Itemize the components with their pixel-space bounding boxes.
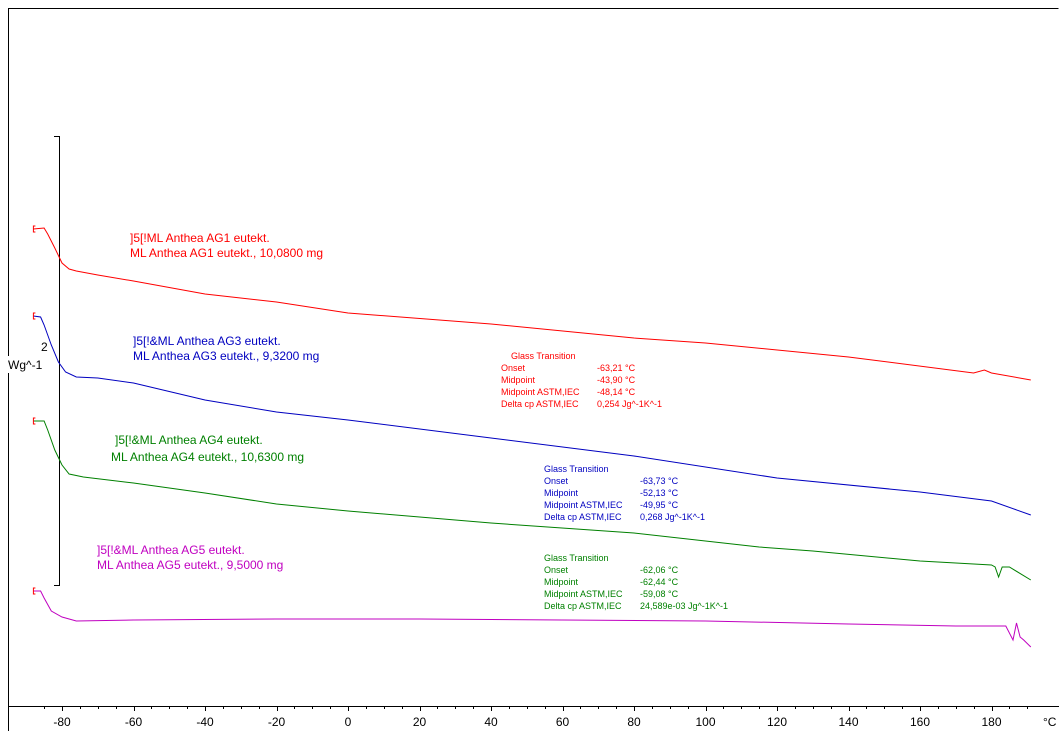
x-tick-label: -60 <box>125 715 143 729</box>
gt-midpoint-label: Midpoint <box>544 488 579 498</box>
gt-title: Glass Transition <box>544 553 609 563</box>
gt-midpoint-value: -43,90 °C <box>597 375 636 385</box>
gt-delta-cp-value: 0,268 Jg^-1K^-1 <box>640 512 705 522</box>
gt-title: Glass Transition <box>544 464 609 474</box>
x-tick-label: 0 <box>345 715 352 729</box>
series-subheader: ML Anthea AG1 eutekt., 10,0800 mg <box>130 246 323 260</box>
x-tick-label: 100 <box>695 715 715 729</box>
curves <box>32 225 1032 648</box>
plot-frame <box>8 8 1059 731</box>
series-subheader: ML Anthea AG5 eutekt., 9,5000 mg <box>97 558 283 572</box>
series-label-ag1: ]5[!ML Anthea AG1 eutekt. ML Anthea AG1 … <box>130 231 323 260</box>
x-tick-label: 60 <box>556 715 570 729</box>
y-scale-value: 2 <box>41 340 48 354</box>
series-subheader: ML Anthea AG3 eutekt., 9,3200 mg <box>133 349 319 363</box>
series-line-1 <box>33 315 1031 516</box>
series-start-marker <box>32 417 36 425</box>
x-tick-label: 20 <box>413 715 427 729</box>
gt-onset-label: Onset <box>544 476 569 486</box>
x-tick-label: 80 <box>627 715 641 729</box>
gt-midpoint-astm-value: -48,14 °C <box>597 387 636 397</box>
y-scale-label-bg <box>6 356 52 373</box>
glass-transition-ag3: Glass Transition Onset -63,73 °C Midpoin… <box>544 464 705 522</box>
glass-transition-ag1: Glass Transition Onset -63,21 °C Midpoin… <box>501 351 662 409</box>
x-tick-label: 120 <box>767 715 787 729</box>
series-label-ag3: ]5[!&ML Anthea AG3 eutekt. ML Anthea AG3… <box>133 334 319 363</box>
x-tick-label: -80 <box>53 715 71 729</box>
series-label-ag4: ]5[!&ML Anthea AG4 eutekt. ML Anthea AG4… <box>111 433 304 464</box>
gt-delta-cp-value: 0,254 Jg^-1K^-1 <box>597 399 662 409</box>
series-start-marker <box>32 225 36 233</box>
gt-midpoint-astm-label: Midpoint ASTM,IEC <box>501 387 580 397</box>
series-start-marker <box>32 587 36 595</box>
series-header: ]5[!&ML Anthea AG5 eutekt. <box>97 543 245 557</box>
y-scale-label: Wg^-1 <box>8 358 43 372</box>
gt-onset-label: Onset <box>501 363 526 373</box>
x-tick-label: 140 <box>838 715 858 729</box>
gt-delta-cp-value: 24,589e-03 Jg^-1K^-1 <box>640 601 728 611</box>
gt-midpoint-label: Midpoint <box>544 577 579 587</box>
gt-title: Glass Transition <box>511 351 576 361</box>
gt-delta-cp-label: Delta cp ASTM,IEC <box>501 399 579 409</box>
x-tick-label: -20 <box>268 715 286 729</box>
series-header: ]5[!&ML Anthea AG4 eutekt. <box>115 433 263 447</box>
gt-onset-label: Onset <box>544 565 569 575</box>
gt-midpoint-astm-label: Midpoint ASTM,IEC <box>544 589 623 599</box>
gt-delta-cp-label: Delta cp ASTM,IEC <box>544 512 622 522</box>
gt-midpoint-astm-value: -59,08 °C <box>640 589 679 599</box>
series-subheader: ML Anthea AG4 eutekt., 10,6300 mg <box>111 450 304 464</box>
gt-midpoint-astm-label: Midpoint ASTM,IEC <box>544 500 623 510</box>
gt-onset-value: -63,21 °C <box>597 363 636 373</box>
x-tick-label: 40 <box>484 715 498 729</box>
gt-midpoint-value: -62,44 °C <box>640 577 679 587</box>
series-header: ]5[!ML Anthea AG1 eutekt. <box>130 231 270 245</box>
gt-midpoint-value: -52,13 °C <box>640 488 679 498</box>
series-line-2 <box>33 420 1032 581</box>
gt-onset-value: -62,06 °C <box>640 565 679 575</box>
x-tick-label: 180 <box>981 715 1001 729</box>
glass-transition-ag4: Glass Transition Onset -62,06 °C Midpoin… <box>544 553 728 611</box>
x-ticks: -80 -60 -40 -20 0 20 40 60 80 100 120 140 160 180 <box>44 706 1028 729</box>
series-line-3 <box>33 590 1032 648</box>
x-tick-label: -40 <box>196 715 214 729</box>
gt-midpoint-label: Midpoint <box>501 375 536 385</box>
series-start-marker <box>32 312 36 320</box>
gt-midpoint-astm-value: -49,95 °C <box>640 500 679 510</box>
series-line-0 <box>33 227 1031 381</box>
series-header: ]5[!&ML Anthea AG3 eutekt. <box>133 334 281 348</box>
gt-delta-cp-label: Delta cp ASTM,IEC <box>544 601 622 611</box>
x-unit-label: °C <box>1043 715 1057 729</box>
series-label-ag5: ]5[!&ML Anthea AG5 eutekt. ML Anthea AG5… <box>97 543 283 572</box>
x-tick-label: 160 <box>910 715 930 729</box>
gt-onset-value: -63,73 °C <box>640 476 679 486</box>
